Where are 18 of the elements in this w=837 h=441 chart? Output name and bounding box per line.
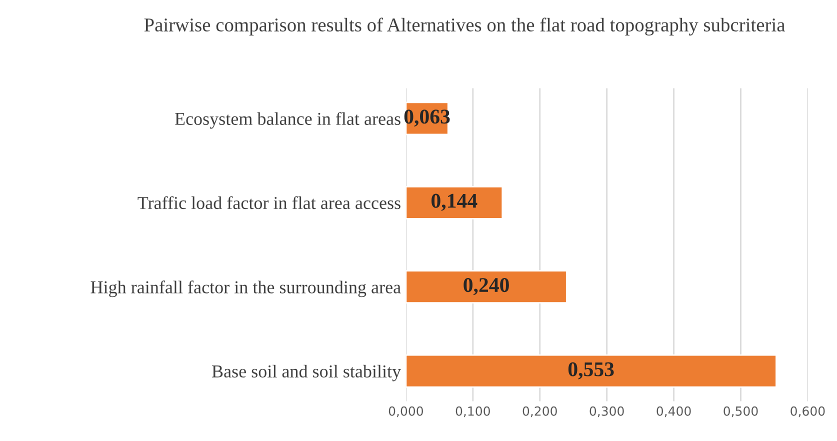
x-tick-label: 0,400 bbox=[656, 406, 691, 418]
data-label: 0,144 bbox=[432, 194, 478, 211]
bar bbox=[406, 270, 568, 304]
y-tick-label: Ecosystem balance in flat areas bbox=[175, 112, 400, 129]
y-tick-label: Base soil and soil stability bbox=[212, 364, 402, 382]
x-tick-label: 0,200 bbox=[522, 406, 557, 418]
bar bbox=[406, 186, 504, 220]
data-label: 0,553 bbox=[568, 362, 614, 380]
data-label: 0,240 bbox=[464, 278, 509, 296]
y-tick-label: High rainfall factor in the surrounding area bbox=[90, 280, 401, 298]
x-tick-label: 0,500 bbox=[724, 406, 758, 418]
x-tick-label: 0,600 bbox=[790, 406, 825, 418]
x-tick-label: 0,300 bbox=[590, 406, 624, 418]
bar bbox=[406, 354, 777, 388]
x-tick-label: 0,000 bbox=[388, 406, 424, 418]
x-tick-label: 0,100 bbox=[456, 406, 490, 418]
y-tick-label: Traffic load factor in flat area access bbox=[138, 196, 400, 210]
chart-title: Pairwise comparison results of Alternatives on the flat road topography subcriteria bbox=[144, 18, 786, 36]
